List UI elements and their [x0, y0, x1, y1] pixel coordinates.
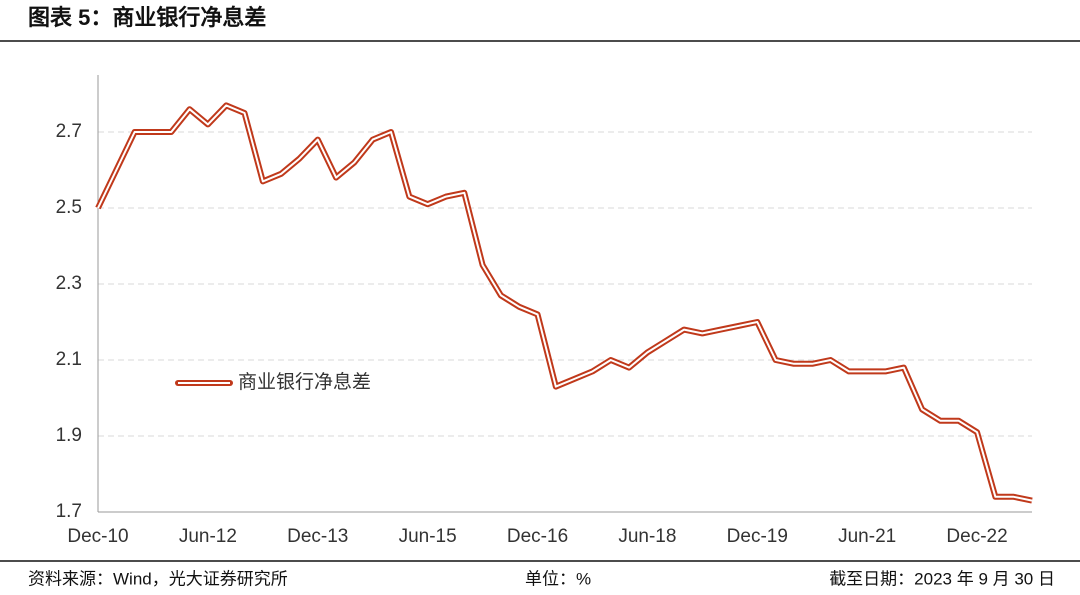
y-tick-label: 2.3 [56, 273, 82, 294]
x-tick-label: Jun-21 [838, 526, 896, 547]
line-series [95, 102, 1033, 504]
x-tick-label: Dec-10 [67, 526, 128, 547]
x-tick-label: Dec-22 [946, 526, 1007, 547]
y-tick-label: 2.7 [56, 121, 82, 142]
legend-label: 商业银行净息差 [238, 371, 371, 393]
y-tick-label: 1.9 [56, 425, 82, 446]
chart-title: 图表 5：商业银行净息差 [28, 5, 266, 30]
x-tick-label: Jun-12 [179, 526, 237, 547]
unit-note: 单位：% [525, 569, 591, 588]
x-tick-label: Jun-18 [618, 526, 676, 547]
line-inner [97, 104, 1033, 502]
x-tick-label: Dec-16 [507, 526, 568, 547]
y-tick-label: 2.1 [56, 349, 82, 370]
x-tick-label: Dec-19 [727, 526, 788, 547]
source-note: 资料来源：Wind，光大证券研究所 [28, 569, 288, 588]
date-note: 截至日期：2023 年 9 月 30 日 [829, 569, 1055, 588]
y-tick-label: 1.7 [56, 501, 82, 522]
x-tick-label: Jun-15 [399, 526, 457, 547]
y-tick-label: 2.5 [56, 197, 82, 218]
x-tick-label: Dec-13 [287, 526, 348, 547]
